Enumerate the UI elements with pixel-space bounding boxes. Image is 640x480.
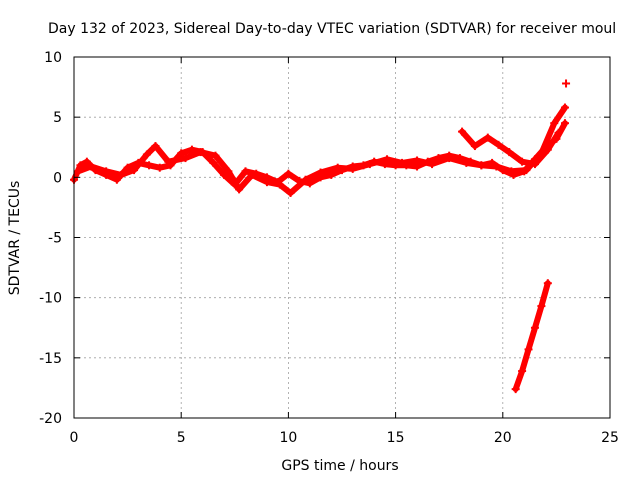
y-tick-label: 5	[53, 110, 62, 126]
data-point	[470, 142, 479, 151]
data-point	[445, 154, 454, 163]
x-tick-label: 25	[601, 430, 619, 446]
y-tick-label: 10	[44, 50, 62, 66]
data-point	[333, 163, 342, 172]
data-point	[262, 178, 271, 187]
data-point	[145, 161, 154, 170]
data-point	[413, 156, 422, 165]
data-point	[518, 157, 527, 166]
data-point	[286, 188, 295, 197]
data-point	[511, 385, 520, 394]
data-point	[560, 119, 569, 128]
data-point	[518, 367, 527, 376]
data-point	[247, 170, 256, 179]
data-point	[196, 148, 205, 157]
grid-lines	[74, 57, 610, 418]
data-point	[428, 160, 437, 169]
x-axis-title: GPS time / hours	[281, 458, 398, 474]
data-point	[458, 127, 467, 136]
data-point	[348, 164, 357, 173]
data-point	[505, 148, 514, 157]
data-point	[235, 185, 244, 194]
chart-title: Day 132 of 2023, Sidereal Day-to-day VTE…	[48, 21, 616, 37]
data-point	[543, 145, 552, 154]
data-point	[530, 160, 539, 169]
y-tick-label: -15	[39, 351, 62, 367]
data-point	[554, 128, 563, 137]
y-axis-title: SDTVAR / TECUs	[7, 181, 23, 296]
x-tick-label: 10	[279, 430, 297, 446]
data-point	[177, 149, 186, 158]
data-point	[550, 119, 559, 128]
x-tick-label: 5	[177, 430, 186, 446]
axis-ticks: 0 5 10 15 20 25 -20 -15 -10 -5 0 5 10	[39, 50, 619, 446]
data-point	[507, 167, 516, 176]
data-point	[301, 175, 310, 184]
data-point	[130, 166, 139, 175]
data-point	[164, 157, 173, 166]
data-point	[117, 170, 126, 179]
data-series	[70, 79, 571, 394]
data-point	[543, 279, 552, 288]
y-tick-label: -10	[39, 291, 62, 307]
data-point	[181, 154, 190, 163]
data-point	[102, 167, 111, 176]
data-point	[74, 167, 83, 176]
data-point	[275, 180, 284, 189]
data-point	[398, 158, 407, 167]
data-point	[209, 158, 218, 167]
y-tick-label: -20	[39, 411, 62, 427]
data-point	[87, 162, 96, 171]
data-point	[316, 168, 325, 177]
data-point	[530, 323, 539, 332]
data-point	[494, 140, 503, 149]
data-point	[151, 142, 160, 151]
series-track-4	[512, 280, 551, 393]
data-point	[284, 169, 293, 178]
data-point	[483, 133, 492, 142]
data-point	[462, 158, 471, 167]
data-point	[524, 345, 533, 354]
data-point	[560, 103, 569, 112]
x-tick-label: 0	[70, 430, 79, 446]
y-tick-label: -5	[48, 231, 62, 247]
data-point	[155, 163, 164, 172]
data-point	[211, 151, 220, 160]
data-point	[82, 157, 91, 166]
data-point	[112, 175, 121, 184]
data-point	[492, 162, 501, 171]
data-point	[241, 167, 250, 176]
x-tick-label: 15	[387, 430, 405, 446]
data-point	[383, 155, 392, 164]
data-point	[220, 170, 229, 179]
series-track-2	[75, 104, 568, 196]
data-point	[224, 167, 233, 176]
data-point	[562, 79, 571, 88]
data-point	[537, 302, 546, 311]
y-tick-label: 0	[53, 170, 62, 186]
data-point	[477, 161, 486, 170]
data-point	[522, 166, 531, 175]
x-tick-label: 20	[494, 430, 512, 446]
data-point	[365, 160, 374, 169]
data-point	[142, 150, 151, 159]
